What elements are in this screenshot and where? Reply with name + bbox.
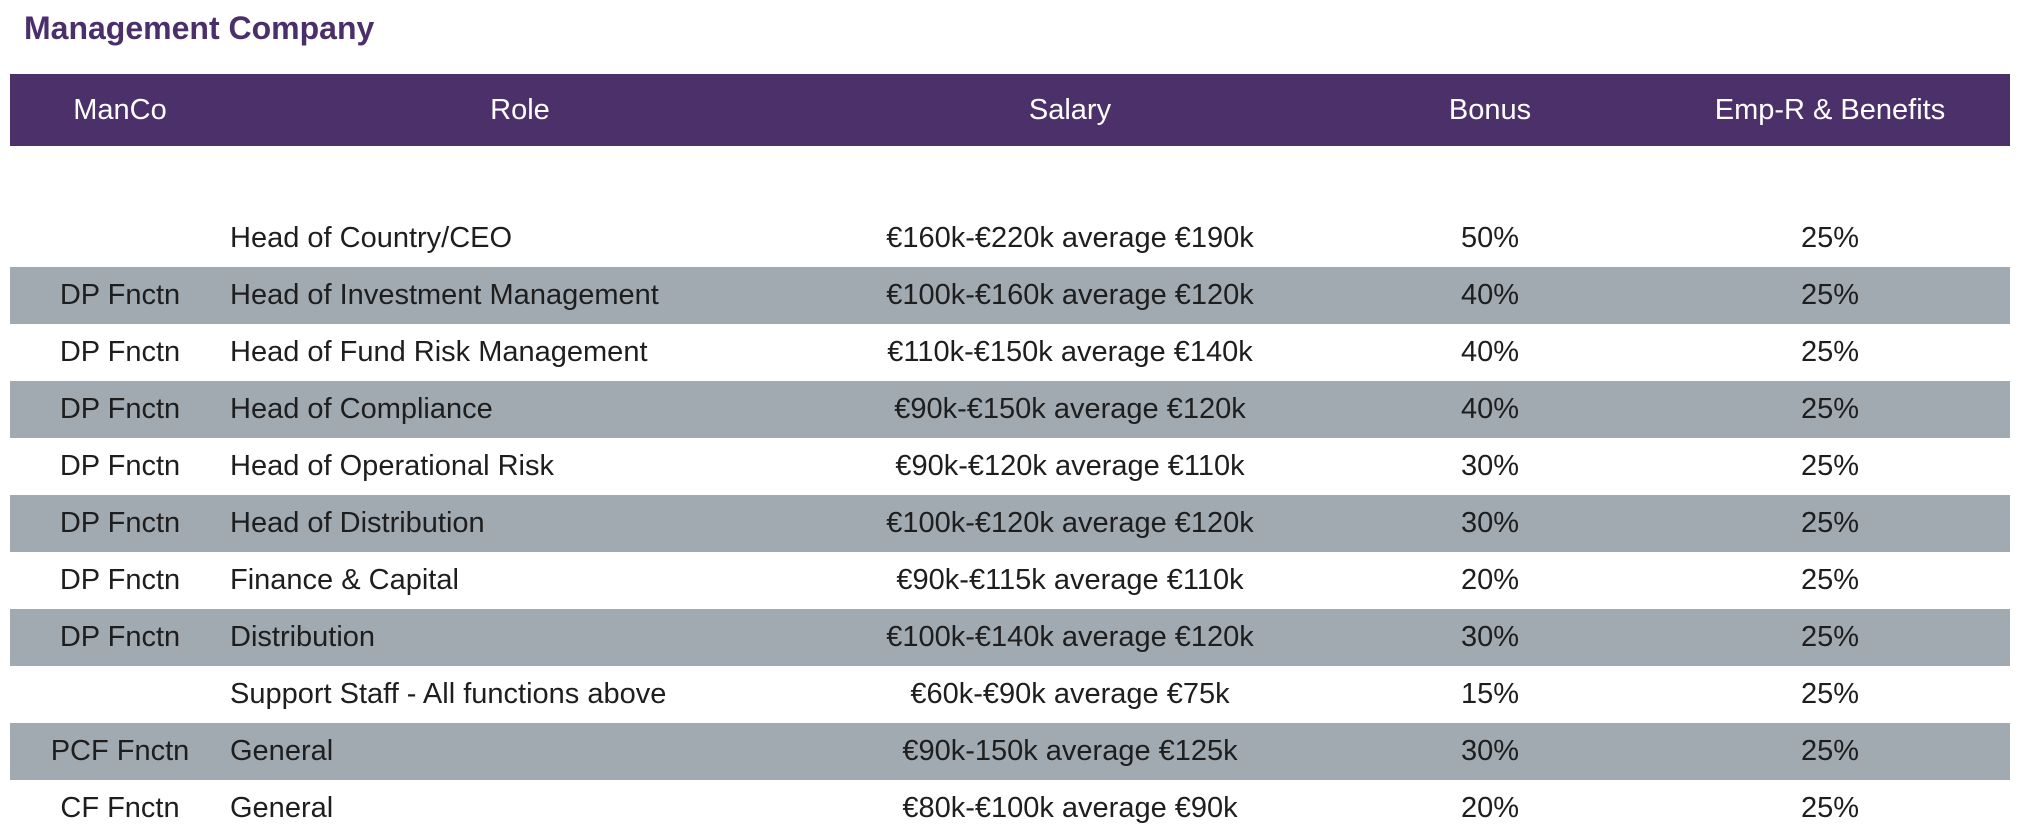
- cell-emp-benefits: 25%: [1800, 621, 1860, 653]
- column-header-role: Role: [490, 93, 550, 126]
- cell-bonus: 15%: [1460, 678, 1520, 710]
- cell-manco: [10, 666, 230, 723]
- cell-bonus: 40%: [1460, 279, 1520, 311]
- column-header-manco: ManCo: [73, 93, 167, 126]
- cell-manco: DP Fnctn: [59, 393, 181, 425]
- table-row: Head of Country/CEO €160k-€220k average …: [10, 210, 2010, 267]
- cell-manco: DP Fnctn: [59, 564, 181, 596]
- cell-bonus: 40%: [1460, 336, 1520, 368]
- cell-bonus: 30%: [1460, 621, 1520, 653]
- cell-emp-benefits: 25%: [1800, 735, 1860, 767]
- cell-role: General: [230, 792, 334, 824]
- cell-manco: DP Fnctn: [59, 336, 181, 368]
- cell-role: Head of Country/CEO: [230, 222, 513, 254]
- cell-salary: €110k-€150k average €140k: [887, 336, 1253, 368]
- cell-emp-benefits: 25%: [1800, 279, 1860, 311]
- cell-emp-benefits: 25%: [1800, 792, 1860, 824]
- cell-role: Head of Investment Management: [230, 279, 659, 311]
- cell-salary: €90k-€150k average €120k: [894, 393, 1246, 425]
- cell-manco: CF Fnctn: [60, 792, 180, 824]
- cell-manco: DP Fnctn: [59, 621, 181, 653]
- cell-manco: DP Fnctn: [59, 507, 181, 539]
- cell-salary: €90k-€115k average €110k: [896, 564, 1244, 596]
- table-header-row: ManCo Role Salary Bonus Emp-R & Benefits: [10, 74, 2010, 146]
- cell-bonus: 30%: [1460, 735, 1520, 767]
- salary-table: ManCo Role Salary Bonus Emp-R & Benefits…: [10, 74, 2010, 828]
- table-row: DP Fnctn Head of Investment Management €…: [10, 267, 2010, 324]
- cell-manco: DP Fnctn: [59, 279, 181, 311]
- cell-salary: €60k-€90k average €75k: [910, 678, 1230, 710]
- table-row: DP Fnctn Head of Fund Risk Management €1…: [10, 324, 2010, 381]
- cell-salary: €100k-€120k average €120k: [886, 507, 1254, 539]
- cell-salary: €100k-€140k average €120k: [886, 621, 1254, 653]
- cell-role: Finance & Capital: [230, 564, 459, 596]
- table-row: DP Fnctn Head of Operational Risk €90k-€…: [10, 438, 2010, 495]
- table-row: DP Fnctn Head of Distribution €100k-€120…: [10, 495, 2010, 552]
- cell-bonus: 30%: [1460, 507, 1520, 539]
- cell-bonus: 30%: [1460, 450, 1520, 482]
- cell-bonus: 20%: [1460, 564, 1520, 596]
- cell-emp-benefits: 25%: [1800, 564, 1860, 596]
- cell-role: General: [230, 735, 334, 767]
- cell-salary: €80k-€100k average €90k: [902, 792, 1238, 824]
- table-row: DP Fnctn Finance & Capital €90k-€115k av…: [10, 552, 2010, 609]
- column-header-salary: Salary: [1028, 93, 1112, 126]
- cell-salary: €90k-€120k average €110k: [895, 450, 1245, 482]
- cell-salary: €90k-150k average €125k: [902, 735, 1238, 767]
- cell-emp-benefits: 25%: [1800, 222, 1860, 254]
- table-row: Support Staff - All functions above €60k…: [10, 666, 2010, 723]
- cell-role: Head of Fund Risk Management: [230, 336, 648, 368]
- cell-emp-benefits: 25%: [1800, 393, 1860, 425]
- cell-manco: [10, 210, 230, 267]
- cell-bonus: 40%: [1460, 393, 1520, 425]
- table-spacer-row: [10, 146, 2010, 210]
- cell-manco: DP Fnctn: [59, 450, 181, 482]
- cell-salary: €160k-€220k average €190k: [886, 222, 1254, 254]
- cell-role: Support Staff - All functions above: [230, 678, 667, 710]
- cell-emp-benefits: 25%: [1800, 450, 1860, 482]
- table-row: DP Fnctn Head of Compliance €90k-€150k a…: [10, 381, 2010, 438]
- cell-salary: €100k-€160k average €120k: [886, 279, 1254, 311]
- table-row: PCF Fnctn General €90k-150k average €125…: [10, 723, 2010, 780]
- table-row: CF Fnctn General €80k-€100k average €90k…: [10, 780, 2010, 828]
- cell-emp-benefits: 25%: [1800, 336, 1860, 368]
- cell-role: Head of Operational Risk: [230, 450, 554, 482]
- cell-manco: PCF Fnctn: [50, 735, 190, 767]
- cell-role: Head of Distribution: [230, 507, 485, 539]
- cell-role: Distribution: [230, 621, 376, 653]
- cell-bonus: 20%: [1460, 792, 1520, 824]
- cell-emp-benefits: 25%: [1800, 678, 1860, 710]
- section-title: Management Company: [24, 10, 375, 46]
- column-header-emp-benefits: Emp-R & Benefits: [1714, 93, 1946, 126]
- cell-role: Head of Compliance: [230, 393, 493, 425]
- cell-bonus: 50%: [1460, 222, 1520, 254]
- column-header-bonus: Bonus: [1448, 93, 1532, 126]
- cell-emp-benefits: 25%: [1800, 507, 1860, 539]
- table-row: DP Fnctn Distribution €100k-€140k averag…: [10, 609, 2010, 666]
